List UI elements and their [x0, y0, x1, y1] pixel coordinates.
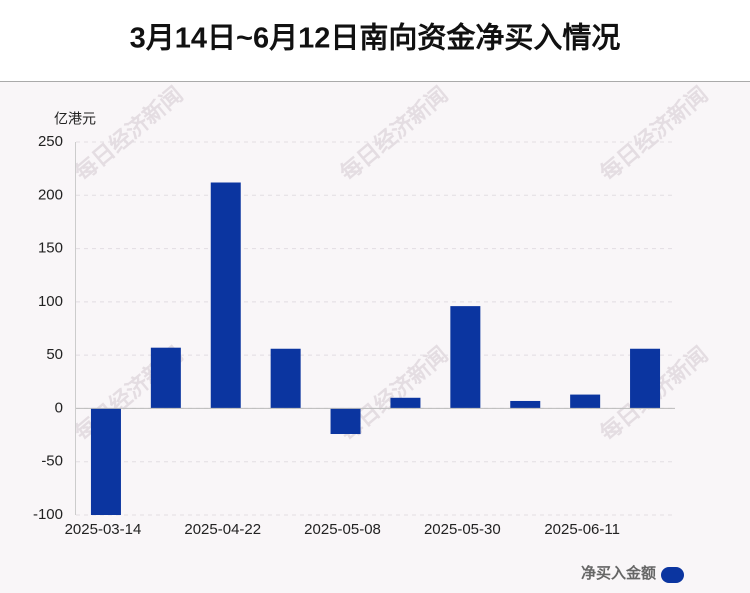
- y-axis-label: 亿港元: [54, 111, 96, 127]
- bar: [510, 400, 541, 409]
- y-tick-label: -50: [41, 453, 63, 470]
- y-tick-label: 100: [38, 293, 63, 310]
- bar: [330, 408, 361, 435]
- x-tick-label: 2025-05-08: [304, 521, 381, 538]
- bar: [210, 182, 241, 409]
- legend-swatch: [661, 567, 684, 583]
- chart-title: 3月14日~6月12日南向资金净买入情况: [130, 21, 621, 55]
- x-tick-label: 2025-03-14: [65, 521, 142, 538]
- y-tick-label: 50: [46, 346, 63, 363]
- bar: [270, 348, 301, 409]
- x-tick-label: 2025-06-11: [544, 521, 620, 538]
- y-tick-label: 200: [38, 186, 63, 203]
- x-tick-label: 2025-04-22: [184, 521, 261, 538]
- bar: [450, 306, 481, 409]
- bar: [390, 397, 421, 409]
- bar: [630, 348, 661, 409]
- bar: [90, 408, 121, 515]
- header: [0, 0, 750, 81]
- legend-label: 净买入金额: [581, 564, 656, 582]
- y-tick-label: -100: [33, 506, 63, 523]
- y-tick-label: 250: [38, 133, 63, 150]
- y-tick-label: 0: [55, 399, 63, 416]
- bar: [570, 394, 601, 409]
- bar: [150, 347, 181, 409]
- y-tick-label: 150: [38, 240, 63, 257]
- x-tick-label: 2025-05-30: [424, 521, 501, 538]
